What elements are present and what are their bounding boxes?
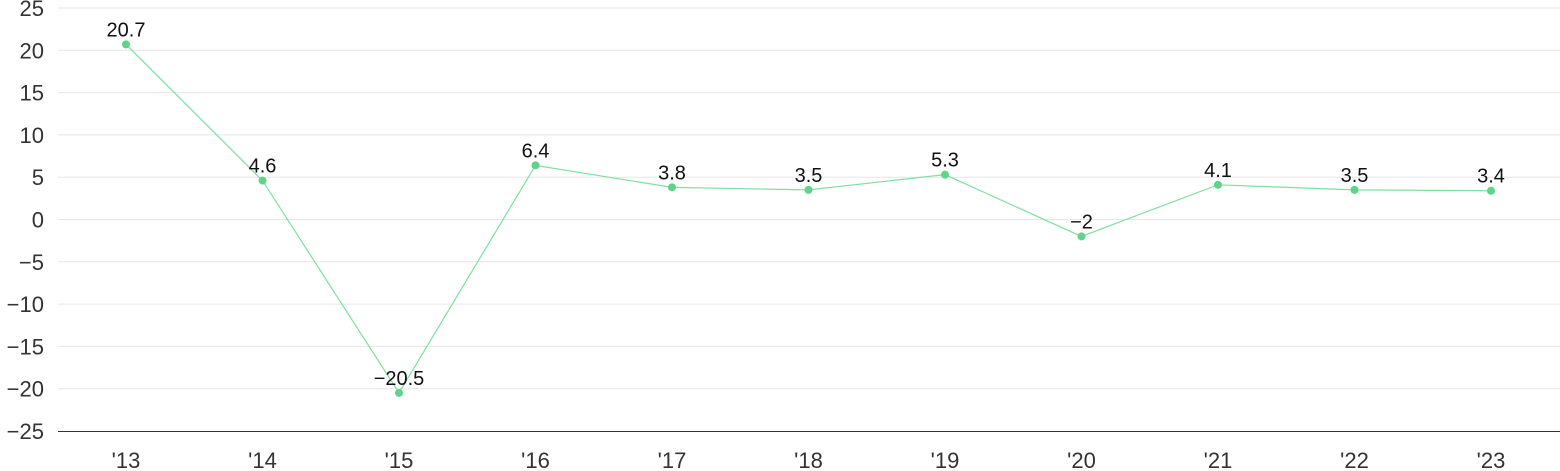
y-tick-label: 20	[20, 38, 44, 63]
data-label: 3.5	[1341, 165, 1369, 187]
data-label: 4.6	[249, 156, 277, 178]
data-point	[258, 176, 267, 185]
data-point	[1077, 232, 1086, 241]
data-label: 4.1	[1204, 160, 1232, 182]
y-tick-label: 5	[32, 165, 44, 190]
data-label: 3.4	[1477, 166, 1505, 188]
data-point	[941, 170, 949, 179]
x-tick-label: '20	[1067, 448, 1096, 471]
y-tick-label: −25	[7, 419, 44, 444]
data-label: −20.5	[374, 368, 425, 390]
y-tick-label: −20	[7, 377, 44, 402]
x-tick-label: '13	[112, 448, 141, 471]
y-tick-label: −5	[19, 250, 44, 275]
y-tick-label: −10	[7, 292, 44, 317]
data-point	[1350, 185, 1359, 194]
y-tick-label: 0	[32, 208, 44, 233]
data-point	[668, 183, 676, 192]
x-tick-label: '15	[385, 448, 414, 471]
data-point	[1214, 180, 1222, 189]
x-axis-tick-labels: '13 '14 '15 '16 '17 '18 '19 '20 '21 '22 '23	[112, 448, 1506, 471]
x-tick-label: '21	[1204, 448, 1233, 471]
data-label: 20.7	[107, 19, 146, 41]
data-label: 3.8	[658, 162, 686, 184]
data-label: −2	[1070, 211, 1093, 233]
y-tick-label: 10	[20, 123, 44, 148]
y-tick-label: 25	[20, 0, 44, 21]
x-tick-label: '19	[931, 448, 960, 471]
data-points	[122, 40, 1495, 397]
data-point	[531, 161, 540, 170]
data-label: 5.3	[931, 150, 959, 172]
data-labels: 20.7 4.6 −20.5 6.4 3.8 3.5 5.3 −2 4.1 3.5 3.4	[107, 19, 1505, 390]
y-tick-label: −15	[7, 334, 44, 359]
y-axis-tick-labels: 25 20 15 10 5 0 −5 −10 −15 −20 −25	[7, 0, 44, 444]
x-tick-label: '22	[1340, 448, 1369, 471]
data-point	[122, 40, 130, 49]
x-tick-label: '23	[1477, 448, 1506, 471]
x-tick-label: '16	[521, 448, 550, 471]
data-point	[395, 388, 403, 397]
data-label: 3.5	[795, 165, 823, 187]
data-label: 6.4	[522, 140, 550, 162]
x-tick-label: '17	[658, 448, 687, 471]
data-point	[1487, 186, 1495, 195]
series-line	[125, 43, 1492, 395]
x-tick-label: '18	[794, 448, 823, 471]
gridlines	[58, 7, 1560, 390]
data-point	[804, 185, 813, 194]
x-tick-label: '14	[248, 448, 277, 471]
y-tick-label: 15	[20, 81, 44, 106]
